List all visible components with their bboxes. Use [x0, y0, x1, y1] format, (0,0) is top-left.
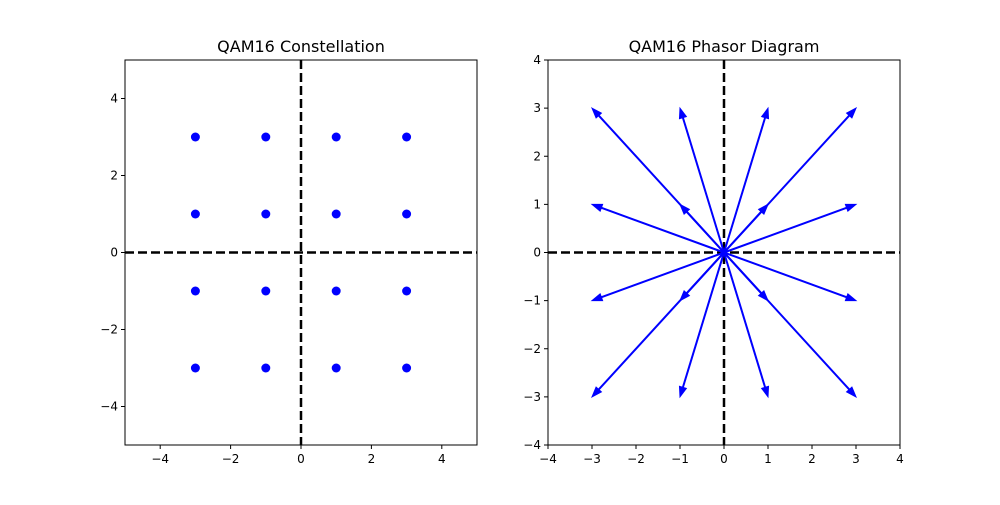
phasor-y-tick-label: 0 [533, 246, 541, 260]
phasor-vector-head [760, 385, 770, 399]
constellation-point [261, 132, 271, 142]
constellation-point [331, 286, 341, 296]
phasor-vector [723, 106, 770, 253]
phasor-x-tick-label: −2 [627, 452, 645, 466]
phasor-vector-shaft [723, 210, 763, 254]
phasor-vector [679, 203, 725, 254]
phasor-vector [723, 251, 858, 302]
constellation-x-tick-label: 4 [438, 452, 446, 466]
constellation-y-tick-label: 2 [110, 169, 118, 183]
constellation-x-tick-label: 2 [368, 452, 376, 466]
phasor-x-tick-label: −4 [539, 452, 557, 466]
phasor-vector-head [760, 106, 770, 120]
constellation-y-tick-label: 4 [110, 92, 118, 106]
phasor-x-tick-label: 0 [720, 452, 728, 466]
constellation-point [331, 363, 341, 373]
phasor-vector-head [844, 203, 858, 213]
constellation-x-tick-label: −4 [151, 452, 169, 466]
constellation-y-tick-label: 0 [110, 246, 118, 260]
phasor-vector-shaft [600, 206, 725, 254]
constellation-point [402, 132, 412, 142]
constellation-point [261, 363, 271, 373]
constellation-point [402, 209, 412, 219]
phasor-vector [590, 251, 725, 302]
phasor-vector-shaft [685, 210, 725, 254]
phasor-plot-area: −4 −3 −2 −1 0 1 2 3 4 −4 −3 −2 −1 0 1 2 3 4 [523, 53, 904, 466]
phasor-vector-shaft [600, 251, 725, 299]
phasor-y-tick-label: 3 [533, 101, 541, 115]
phasor-vector [723, 252, 770, 399]
constellation-point [190, 132, 200, 142]
phasor-vector-shaft [597, 251, 725, 391]
phasor-panel: QAM16 Phasor Diagram −4 −3 −2 −1 0 1 2 3 4 −4 −3 −2… [523, 37, 904, 466]
constellation-point [331, 209, 341, 219]
constellation-point [190, 363, 200, 373]
constellation-point [261, 286, 271, 296]
phasor-vector-head [591, 107, 603, 119]
phasor-y-tick-label: 1 [533, 197, 541, 211]
phasor-vector [723, 251, 857, 398]
phasor-y-tick-label: −2 [523, 342, 541, 356]
phasor-y-tick-label: −4 [523, 438, 541, 452]
constellation-point [190, 286, 200, 296]
phasor-title: QAM16 Phasor Diagram [629, 37, 820, 56]
phasor-vector [723, 203, 769, 254]
phasor-vector-head [678, 106, 688, 120]
constellation-x-tick-label: 0 [297, 452, 305, 466]
phasor-vector-head [679, 203, 691, 216]
phasor-x-tick-label: −3 [583, 452, 601, 466]
phasor-vector-head [844, 292, 858, 302]
phasor-vector-head [678, 385, 688, 399]
phasor-vector-shaft [681, 116, 725, 253]
phasor-x-tick-label: −1 [671, 452, 689, 466]
constellation-point [190, 209, 200, 219]
phasor-vector-head [590, 292, 604, 302]
phasor-vector-shaft [723, 206, 848, 254]
constellation-point [331, 132, 341, 142]
phasor-vector-head [590, 203, 604, 213]
constellation-x-tick-label: −2 [222, 452, 240, 466]
constellation-plot-area: −4 −2 0 2 4 −4 −2 0 2 4 [100, 59, 478, 466]
phasor-vector-shaft [723, 116, 767, 253]
phasor-x-tick-label: 2 [808, 452, 816, 466]
constellation-point [402, 286, 412, 296]
phasor-vector [723, 203, 858, 254]
constellation-title: QAM16 Constellation [217, 37, 385, 56]
phasor-vector-head [757, 203, 769, 216]
phasor-vector [678, 106, 725, 253]
phasor-y-tick-label: 2 [533, 149, 541, 163]
phasor-vector-shaft [723, 251, 848, 299]
phasor-x-tick-label: 1 [764, 452, 772, 466]
phasor-vector-head [845, 386, 857, 398]
phasor-y-tick-label: −3 [523, 390, 541, 404]
phasor-vector-shaft [681, 252, 725, 389]
phasor-vector [590, 203, 725, 254]
constellation-panel: QAM16 Constellation −4 −2 0 2 4 −4 −2 0 2 4 [100, 37, 478, 466]
constellation-point [261, 209, 271, 219]
phasor-vector [591, 251, 725, 398]
phasor-y-tick-label: 4 [533, 53, 541, 67]
phasor-vector-head [845, 107, 857, 119]
phasor-x-tick-label: 4 [896, 452, 904, 466]
phasor-vector [678, 252, 725, 399]
phasor-x-tick-label: 3 [852, 452, 860, 466]
constellation-y-tick-label: −4 [100, 400, 118, 414]
constellation-y-tick-label: −2 [100, 323, 118, 337]
phasor-y-tick-label: −1 [523, 294, 541, 308]
constellation-point [402, 363, 412, 373]
phasor-vector-head [591, 386, 603, 398]
phasor-vector-shaft [723, 252, 767, 389]
phasor-vector-shaft [723, 251, 851, 391]
